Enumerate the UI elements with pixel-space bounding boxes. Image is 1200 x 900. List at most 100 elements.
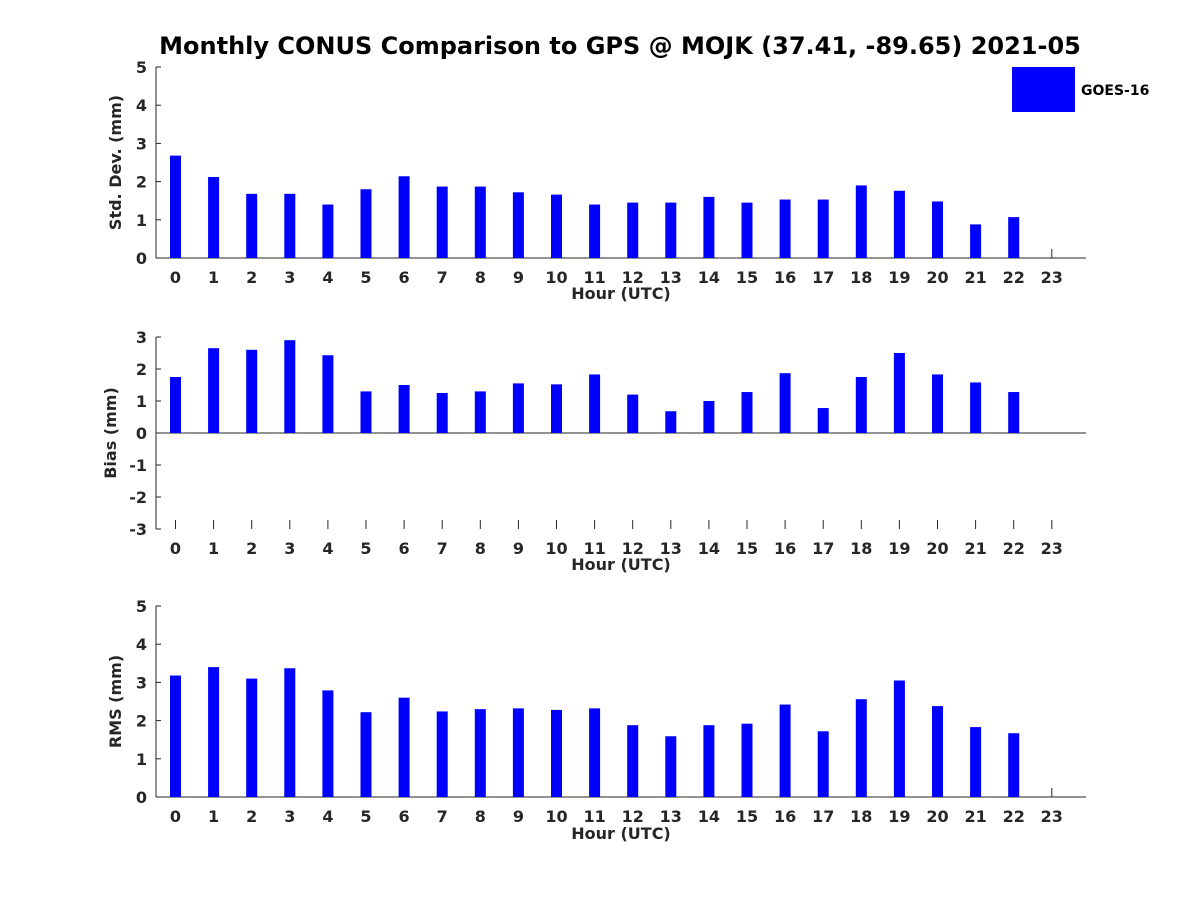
- bar-hour-2: [246, 193, 258, 258]
- x-tick-label: 2: [246, 539, 257, 558]
- bar-hour-1: [208, 177, 220, 258]
- bar-hour-3: [284, 340, 296, 433]
- bar-hour-20: [932, 374, 943, 433]
- x-tick-label: 3: [284, 539, 295, 558]
- legend-swatch: [1012, 67, 1075, 112]
- x-tick-label: 6: [399, 539, 410, 558]
- x-tick-label: 19: [888, 539, 910, 558]
- x-axis-label: Hour (UTC): [571, 555, 671, 574]
- bar-hour-2: [246, 349, 258, 433]
- bar-hour-22: [1008, 733, 1020, 797]
- x-tick-label: 9: [513, 268, 524, 287]
- y-tick-label: 0: [136, 249, 147, 268]
- bar-hour-11: [589, 204, 601, 258]
- x-tick-label: 16: [774, 807, 796, 826]
- bar-hour-1: [208, 667, 220, 797]
- x-tick-label: 23: [1041, 268, 1063, 287]
- x-tick-label: 16: [774, 539, 796, 558]
- bar-hour-6: [398, 385, 410, 433]
- y-tick-label: -2: [129, 488, 147, 507]
- x-tick-label: 15: [736, 268, 758, 287]
- bar-hour-2: [246, 678, 258, 797]
- x-tick-label: 0: [170, 539, 181, 558]
- bar-hour-5: [360, 189, 372, 258]
- x-tick-label: 13: [660, 807, 682, 826]
- bar-hour-19: [893, 680, 905, 797]
- y-tick-label: 5: [136, 597, 147, 616]
- bar-hour-20: [932, 706, 943, 797]
- y-tick-label: -1: [129, 456, 147, 475]
- bar-hour-18: [855, 377, 867, 433]
- x-tick-label: 1: [208, 539, 219, 558]
- x-tick-label: 22: [1003, 268, 1025, 287]
- bar-hour-19: [893, 190, 905, 258]
- x-tick-label: 0: [170, 268, 181, 287]
- bar-hour-11: [589, 374, 601, 433]
- x-axis-label: Hour (UTC): [571, 284, 671, 303]
- bar-hour-12: [627, 725, 639, 797]
- x-tick-label: 22: [1003, 807, 1025, 826]
- bar-hour-9: [512, 708, 524, 797]
- y-tick-label: 3: [136, 134, 147, 153]
- x-tick-label: 20: [926, 807, 948, 826]
- bar-hour-9: [512, 192, 524, 258]
- x-tick-label: 14: [698, 807, 720, 826]
- y-tick-label: 1: [136, 750, 147, 769]
- x-tick-label: 8: [475, 539, 486, 558]
- x-tick-label: 20: [926, 268, 948, 287]
- bar-hour-15: [741, 202, 753, 258]
- bar-hour-10: [551, 709, 562, 797]
- x-tick-label: 18: [850, 539, 872, 558]
- chart-title: Monthly CONUS Comparison to GPS @ MOJK (…: [159, 32, 1081, 60]
- bar-hour-5: [360, 391, 372, 433]
- y-tick-label: 1: [136, 392, 147, 411]
- x-tick-label: 11: [583, 268, 605, 287]
- bar-hour-0: [170, 675, 181, 797]
- bar-hour-5: [360, 712, 372, 797]
- x-tick-label: 5: [360, 539, 371, 558]
- bar-hour-13: [665, 411, 677, 433]
- bar-hour-9: [512, 383, 524, 433]
- x-tick-label: 9: [513, 539, 524, 558]
- y-tick-label: -3: [129, 520, 147, 539]
- bar-hour-4: [322, 355, 334, 433]
- bar-hour-14: [703, 196, 715, 258]
- x-tick-label: 13: [660, 268, 682, 287]
- x-tick-label: 18: [850, 268, 872, 287]
- x-tick-label: 17: [812, 268, 834, 287]
- bar-hour-21: [970, 224, 982, 258]
- bar-hour-15: [741, 723, 753, 797]
- x-tick-label: 19: [888, 807, 910, 826]
- x-tick-label: 1: [208, 807, 219, 826]
- x-tick-label: 23: [1041, 807, 1063, 826]
- x-tick-label: 11: [583, 807, 605, 826]
- bar-hour-4: [322, 204, 334, 258]
- bar-hour-19: [893, 353, 905, 433]
- y-tick-label: 0: [136, 424, 147, 443]
- bar-hour-17: [817, 408, 829, 433]
- x-tick-label: 8: [475, 807, 486, 826]
- bar-hour-14: [703, 725, 715, 797]
- x-tick-label: 15: [736, 539, 758, 558]
- y-tick-label: 2: [136, 712, 147, 731]
- bar-hour-13: [665, 736, 677, 797]
- x-tick-label: 9: [513, 807, 524, 826]
- legend: GOES-16: [1012, 67, 1149, 112]
- x-tick-label: 17: [812, 539, 834, 558]
- x-tick-label: 19: [888, 268, 910, 287]
- bar-hour-22: [1008, 217, 1020, 258]
- bar-hour-4: [322, 690, 334, 797]
- x-tick-label: 16: [774, 268, 796, 287]
- x-tick-label: 3: [284, 268, 295, 287]
- x-tick-label: 4: [322, 268, 333, 287]
- x-tick-label: 12: [622, 539, 644, 558]
- bar-hour-6: [398, 176, 410, 258]
- x-tick-label: 8: [475, 268, 486, 287]
- bar-hour-16: [779, 373, 791, 433]
- bar-hour-16: [779, 704, 791, 797]
- x-tick-label: 21: [964, 807, 986, 826]
- bar-hour-13: [665, 202, 677, 258]
